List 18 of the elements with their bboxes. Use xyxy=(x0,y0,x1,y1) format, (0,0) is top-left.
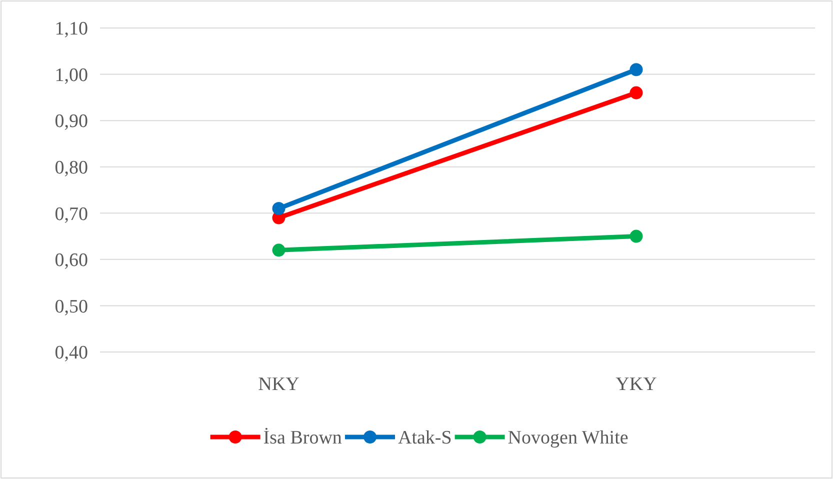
point xyxy=(272,202,286,216)
y-tick-label: 0,90 xyxy=(54,111,88,132)
y-tick-label: 1,10 xyxy=(54,18,88,40)
legend-label: Atak-S xyxy=(398,428,452,449)
x-tick-label: YKY xyxy=(616,374,658,395)
y-tick-label: 0,50 xyxy=(54,296,88,318)
point xyxy=(630,63,643,76)
y-tick-label: 0,40 xyxy=(54,342,88,364)
y-tick-label: 0,80 xyxy=(54,158,88,179)
y-tick-label: 0,70 xyxy=(54,204,88,225)
y-tick-label: 0,60 xyxy=(54,250,88,272)
x-tick-label: NKY xyxy=(258,374,300,395)
y-tick-label: 1,00 xyxy=(54,64,88,86)
point xyxy=(630,230,643,243)
legend-label: İsa Brown xyxy=(263,428,342,449)
point xyxy=(272,244,286,257)
point xyxy=(630,86,643,100)
legend-label: Novogen White xyxy=(508,428,628,449)
